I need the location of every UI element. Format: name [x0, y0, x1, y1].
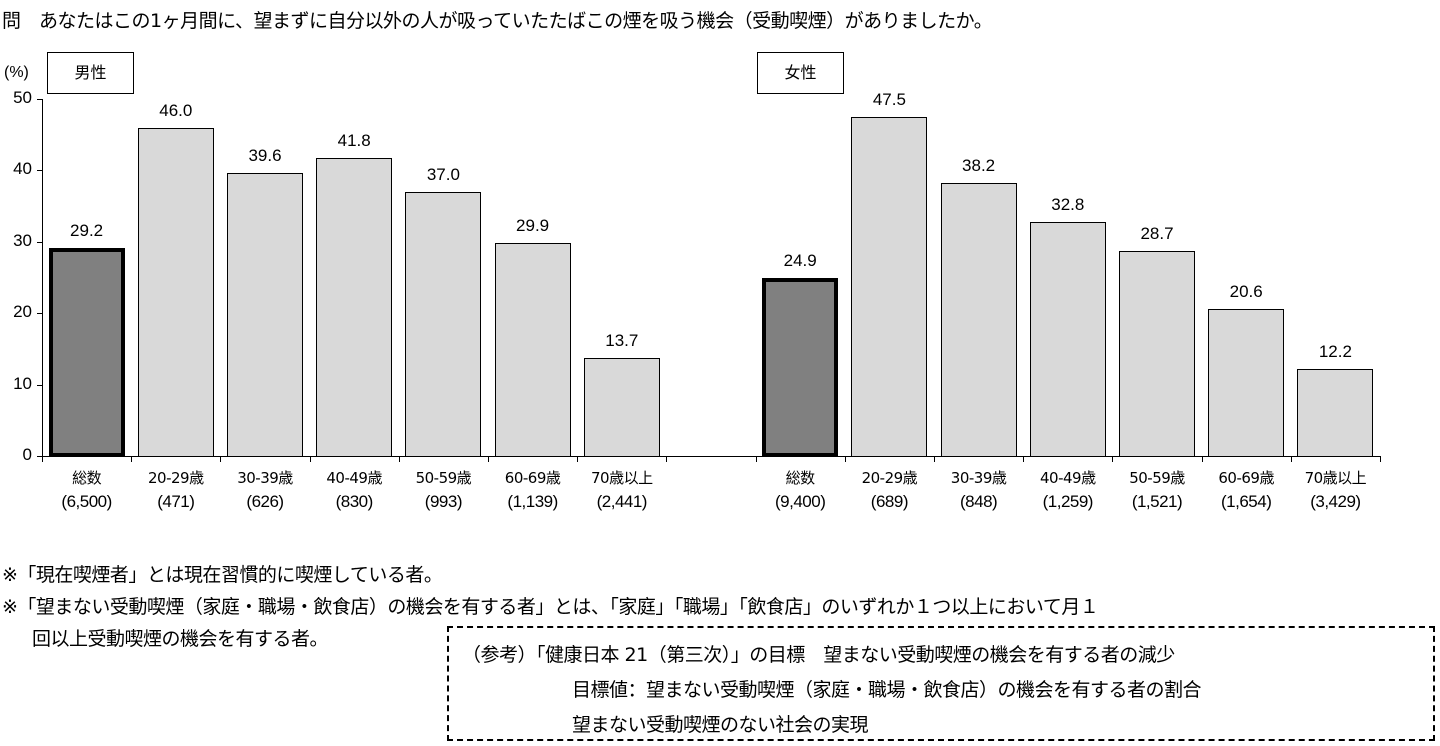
y-tick-label: 50 [13, 88, 32, 107]
question-title: 問 あなたはこの1ヶ月間に、望まずに自分以外の人が吸っていたたばこの煙を吸う機会… [2, 10, 993, 32]
y-tick-mark [37, 241, 42, 243]
x-tick-mark [934, 456, 935, 462]
bar-male [405, 191, 482, 457]
bar-value-label: 28.7 [1140, 224, 1174, 244]
reference-box [447, 626, 1435, 741]
y-tick-label: 10 [13, 374, 32, 393]
note-1: ※「現在喫煙者」とは現在習慣的に喫煙している者。 [2, 564, 443, 586]
x-tick-mark [488, 456, 489, 462]
category-label: 40-49歳 (830) [326, 469, 382, 511]
bar-value-label: 38.2 [962, 156, 996, 176]
bar-value-label: 24.9 [783, 251, 817, 271]
y-tick-label: 20 [13, 302, 32, 321]
category-label: 20-29歳 (471) [148, 469, 204, 511]
reference-line-2: 目標値：望まない受動喫煙（家庭・職場・飲食店）の機会を有する者の割合 [572, 679, 1202, 701]
bar-male [494, 242, 571, 457]
category-label: 70歳以上 (3,429) [1304, 469, 1367, 511]
bar-female [1029, 221, 1106, 457]
bar-female [1208, 308, 1285, 457]
x-tick-mark [666, 456, 667, 462]
category-label: 60-69歳 (1,654) [1218, 469, 1274, 511]
bar-value-label: 41.8 [337, 130, 371, 150]
category-label: 70歳以上 (2,441) [591, 469, 653, 511]
x-tick-mark [220, 456, 221, 462]
x-tick-mark [577, 456, 578, 462]
bar-value-label: 47.5 [872, 89, 906, 109]
y-axis-line [42, 99, 43, 457]
category-label: 30-39歳 (848) [950, 469, 1007, 511]
bar-value-label: 37.0 [426, 164, 460, 184]
bar-value-label: 29.9 [516, 215, 550, 235]
bar-total-female [762, 278, 839, 457]
x-axis-line [37, 456, 1381, 457]
y-tick-mark [37, 313, 42, 315]
y-tick-mark [37, 384, 42, 386]
x-tick-mark [845, 456, 846, 462]
y-tick-label: 40 [13, 159, 32, 178]
x-tick-mark [1023, 456, 1024, 462]
reference-line-1: （参考）「健康日本 21（第三次）」の目標 望まない受動喫煙の機会を有する者の減… [462, 644, 1175, 666]
category-label: 30-39歳 (626) [237, 469, 293, 511]
bar-female [1119, 251, 1195, 457]
y-tick-mark [37, 170, 42, 172]
y-tick-mark [37, 456, 42, 457]
bar-value-label: 20.6 [1229, 281, 1263, 301]
panel-label-female: 女性 [757, 52, 844, 94]
category-label: 総数 (6,500) [61, 469, 112, 511]
panel-label-male: 男性 [47, 52, 134, 94]
x-tick-mark [1291, 456, 1292, 462]
bar-female [1297, 368, 1374, 457]
bar-value-label: 46.0 [159, 100, 193, 120]
bar-male [137, 127, 214, 457]
x-tick-mark [1202, 456, 1203, 462]
bar-value-label: 32.8 [1051, 194, 1085, 214]
y-axis-unit: (%) [4, 64, 29, 81]
bar-value-label: 13.7 [605, 331, 639, 351]
x-tick-mark [756, 456, 757, 462]
x-tick-mark [1380, 456, 1381, 462]
reference-line-3: 望まない受動喫煙のない社会の実現 [572, 714, 869, 736]
note-2: ※「望まない受動喫煙（家庭・職場・飲食店）の機会を有する者」とは、「家庭」「職場… [2, 596, 1099, 618]
category-label: 40-49歳 (1,259) [1040, 469, 1096, 511]
bar-female [851, 116, 928, 457]
bar-value-label: 39.6 [248, 146, 282, 166]
x-tick-mark [399, 456, 400, 462]
bar-male [227, 173, 303, 457]
bar-value-label: 12.2 [1318, 341, 1352, 361]
note-3: 回以上受動喫煙の機会を有する者。 [32, 628, 329, 650]
x-tick-mark [131, 456, 132, 462]
y-tick-mark [37, 99, 42, 100]
category-label: 20-29歳 (689) [861, 469, 918, 511]
category-label: 60-69歳 (1,139) [504, 469, 561, 511]
x-tick-mark [1112, 456, 1113, 462]
bar-male [583, 358, 660, 457]
category-label: 50-59歳 (993) [415, 469, 472, 511]
bar-value-label: 29.2 [70, 220, 104, 240]
category-label: 総数 (9,400) [775, 469, 826, 511]
bar-male [316, 157, 393, 457]
category-label: 50-59歳 (1,521) [1129, 469, 1185, 511]
bar-female [940, 183, 1017, 457]
y-tick-label: 30 [13, 231, 32, 250]
bar-total-male [48, 247, 125, 457]
x-tick-mark [310, 456, 311, 462]
y-tick-label: 0 [22, 445, 32, 464]
x-tick-mark [42, 456, 43, 462]
